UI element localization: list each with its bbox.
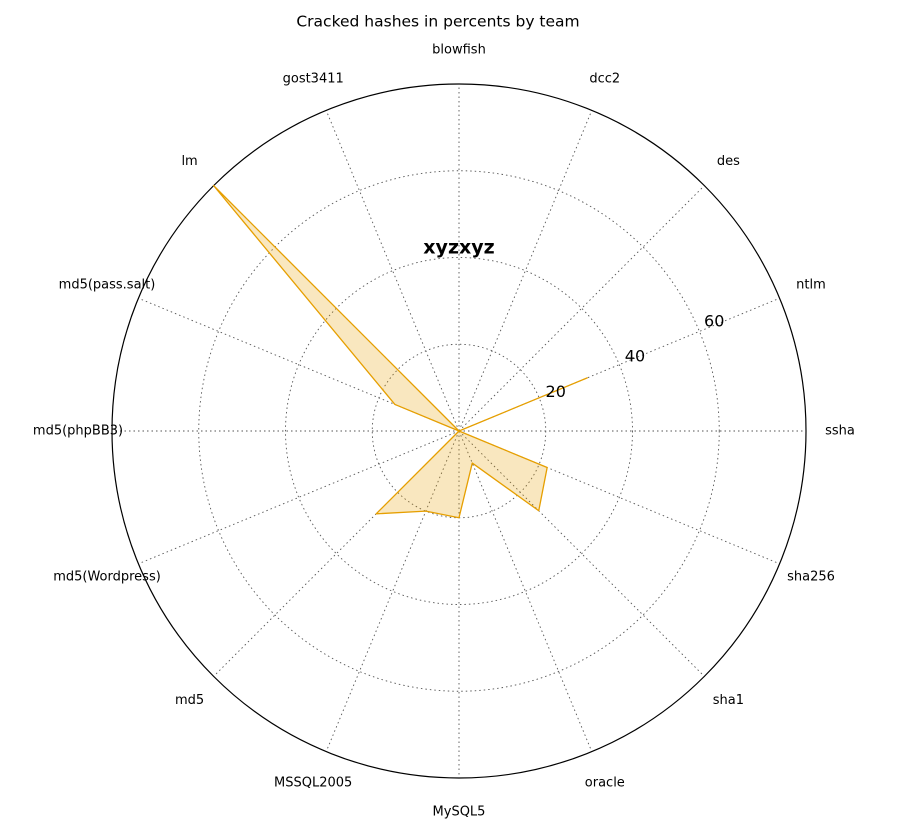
spoke [213, 430, 460, 677]
spoke [325, 110, 460, 432]
r-tick-label: 40 [625, 347, 645, 366]
spoke [458, 430, 593, 752]
chart-subtitle: xyzxyz [423, 237, 494, 259]
grid-circle [198, 170, 720, 692]
spoke [458, 430, 780, 565]
grid-circle [285, 257, 633, 605]
category-label: MSSQL2005 [274, 775, 352, 790]
spoke [458, 185, 705, 432]
r-tick-label: 60 [704, 311, 724, 330]
category-label: lm [181, 154, 197, 169]
r-tick-label: 20 [546, 382, 566, 401]
outer-circle [111, 83, 807, 779]
data-area [212, 184, 588, 519]
spoke [138, 297, 460, 432]
category-label: md5(Wordpress) [53, 569, 161, 584]
category-label: md5(phpBB3) [33, 424, 123, 439]
category-label: gost3411 [283, 72, 344, 87]
spoke [138, 430, 460, 565]
category-label: oracle [585, 775, 625, 790]
category-label: ntlm [796, 278, 826, 293]
category-label: sha1 [713, 693, 744, 708]
category-label: MySQL5 [433, 805, 486, 820]
spoke [458, 430, 705, 677]
spoke [458, 297, 780, 432]
category-label: ssha [825, 424, 855, 439]
spoke [325, 430, 460, 752]
spoke [458, 110, 593, 432]
category-label: md5 [175, 693, 204, 708]
category-label: md5(pass.salt) [59, 278, 156, 293]
category-label: blowfish [432, 43, 486, 58]
chart-title: Cracked hashes in percents by team [296, 13, 579, 31]
category-label: sha256 [787, 569, 835, 584]
category-label: dcc2 [589, 72, 620, 87]
category-label: des [717, 154, 740, 169]
